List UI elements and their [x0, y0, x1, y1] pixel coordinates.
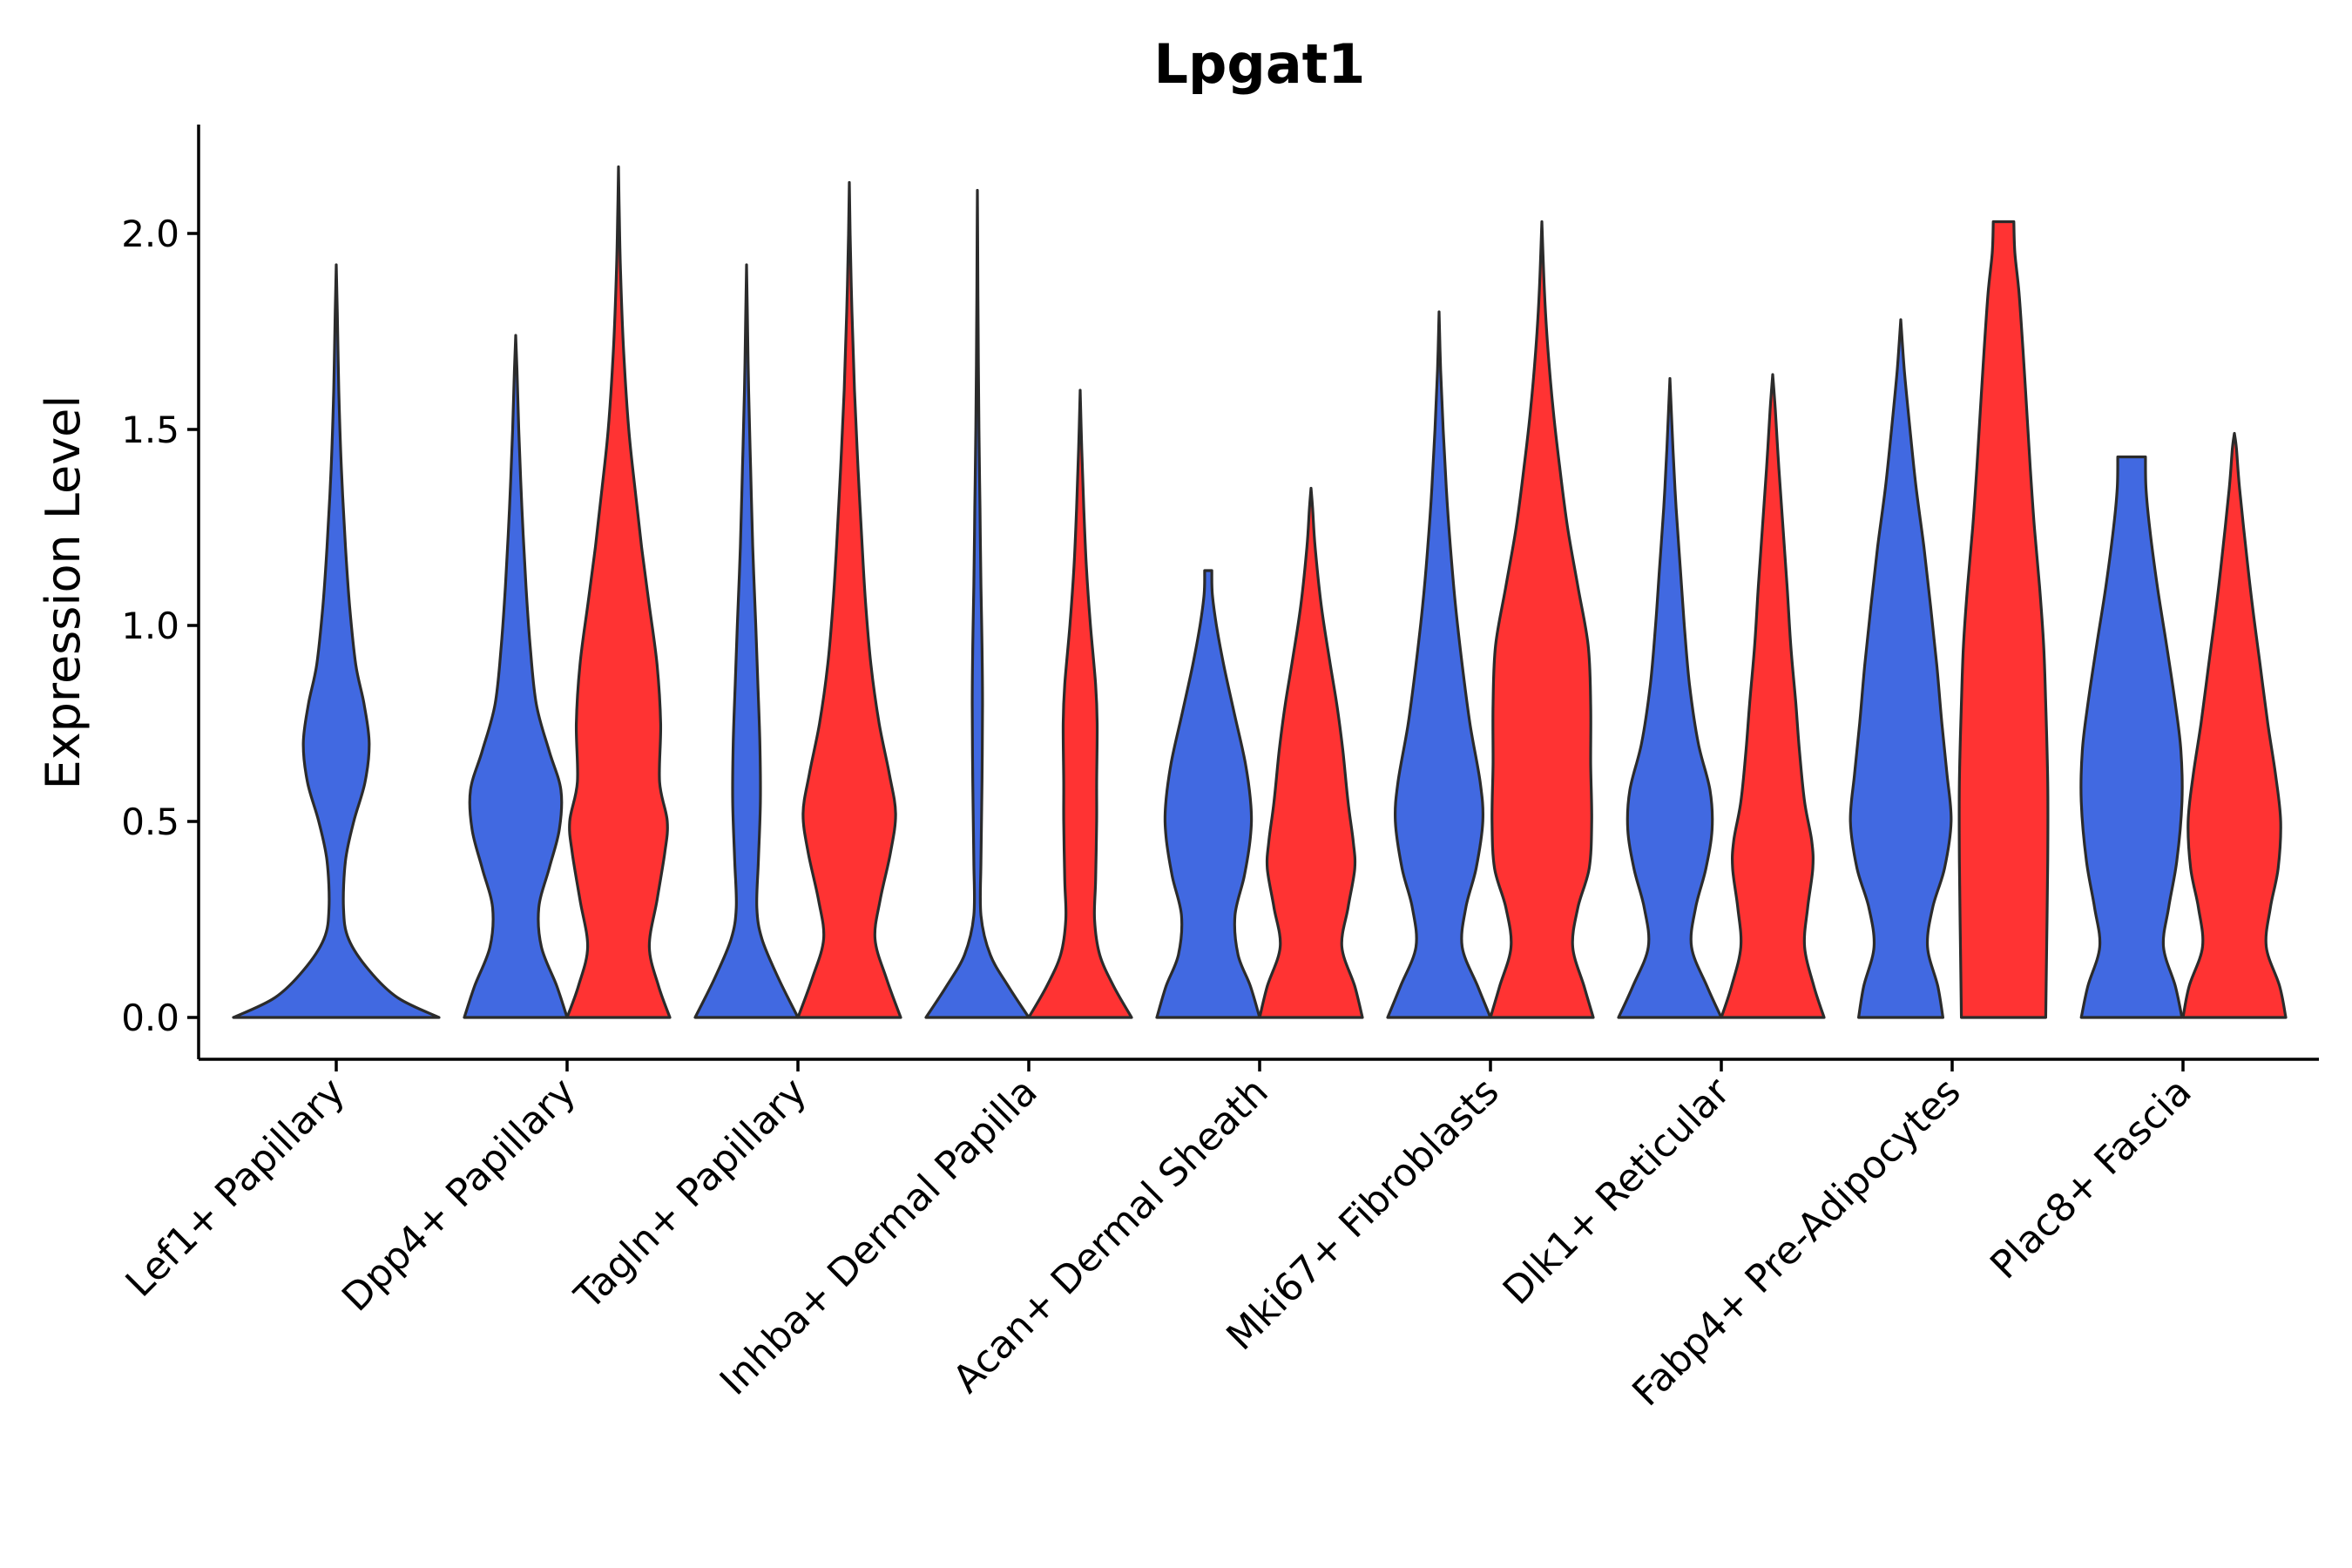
violin-5-red [1258, 486, 1364, 1019]
violin-7-blue [1617, 376, 1723, 1019]
x-tick-label: Plac8+ Fascia [1982, 1070, 2200, 1288]
y-axis-label: Expression Level [36, 395, 91, 790]
violin-8-blue [1848, 318, 1953, 1019]
violin-2-blue [463, 334, 569, 1019]
violin-4-blue [924, 188, 1031, 1019]
y-tick-label: 0.5 [121, 801, 179, 843]
violin-7-red [1720, 373, 1826, 1019]
violin-layer [232, 165, 2288, 1019]
violin-1-blue [232, 263, 441, 1019]
y-tick-label: 0.0 [121, 997, 179, 1039]
violin-9-red [2181, 431, 2288, 1019]
violin-5-blue [1155, 569, 1261, 1019]
y-tick-label: 1.0 [121, 605, 179, 647]
chart-title: Lpgat1 [1154, 32, 1366, 96]
x-tick-label: Lef1+ Papillary [118, 1070, 354, 1306]
violin-8-red [1957, 220, 2050, 1019]
x-tick-label: Dlk1+ Reticular [1495, 1069, 1740, 1314]
violin-6-red [1489, 220, 1595, 1019]
y-axis: 0.0 0.5 1.0 1.5 2.0 [121, 125, 200, 1059]
violin-6-blue [1386, 310, 1492, 1019]
violin-4-red [1027, 389, 1133, 1019]
violin-2-red [565, 165, 672, 1019]
violin-3-blue [693, 263, 800, 1019]
x-tick-label: Dpp4+ Papillary [334, 1070, 585, 1321]
y-tick-label: 1.5 [121, 409, 179, 451]
violin-3-red [796, 180, 902, 1019]
x-tick-label: Tagln+ Papillary [566, 1070, 815, 1319]
violin-9-blue [2079, 455, 2184, 1019]
y-tick-label: 2.0 [121, 213, 179, 255]
